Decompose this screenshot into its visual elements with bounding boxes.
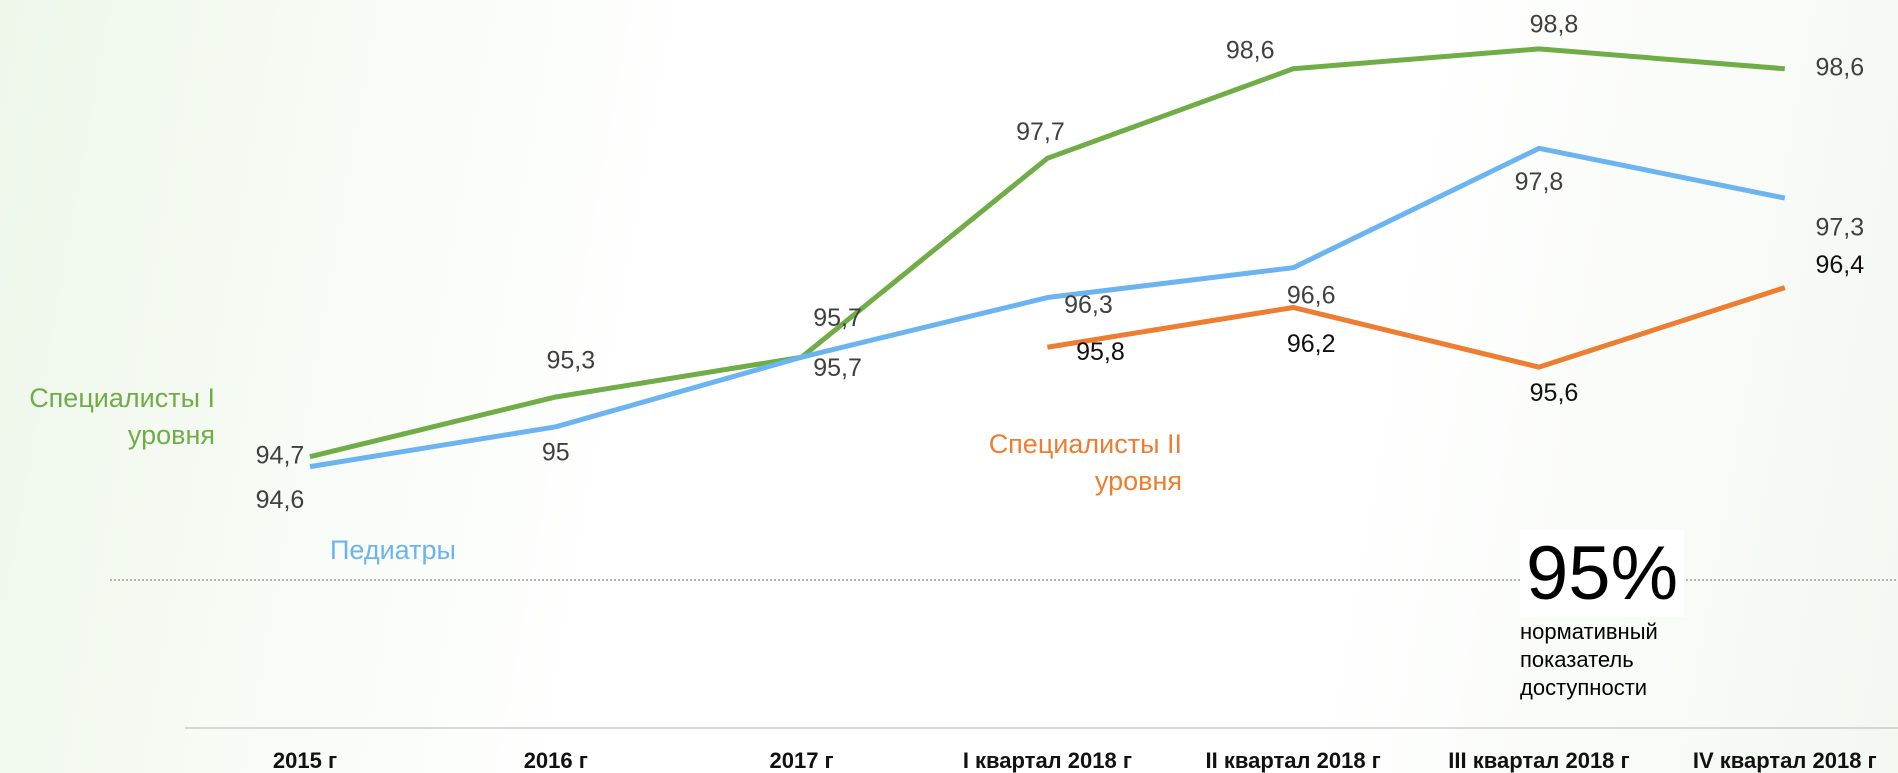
x-tick-label: 2017 г (769, 748, 833, 773)
x-tick-label: II квартал 2018 г (1206, 748, 1381, 773)
legend-entry: Специалисты I уровня (5, 380, 215, 454)
annotation-title: 95% (1520, 530, 1684, 617)
x-tick-label: 2016 г (524, 748, 588, 773)
series-line (1047, 288, 1784, 368)
legend-entry: Специалисты II уровня (972, 426, 1182, 500)
x-tick-label: 2015 г (273, 748, 337, 773)
data-label: 95,8 (1076, 338, 1125, 366)
data-label: 97,7 (1016, 118, 1065, 146)
annotation-text: нормативный показатель доступности (1520, 618, 1700, 702)
series-line (310, 148, 1785, 466)
data-label: 96,2 (1287, 330, 1336, 358)
data-label: 94,7 (256, 441, 305, 469)
data-label: 95,6 (1530, 379, 1579, 407)
data-label: 97,8 (1515, 168, 1564, 196)
data-label: 96,3 (1064, 291, 1113, 319)
legend-entry: Педиатры (330, 532, 530, 569)
data-label: 95,7 (813, 354, 862, 382)
data-label: 95,3 (546, 347, 595, 375)
data-label: 94,6 (256, 486, 305, 514)
data-label: 95,7 (813, 304, 862, 332)
x-tick-label: I квартал 2018 г (963, 748, 1132, 773)
page-body: 2015 г 2016 г 2017 г I квартал 2018 г II ква… (0, 0, 1898, 773)
data-label: 96,6 (1287, 281, 1336, 309)
data-label: 98,6 (1815, 53, 1864, 81)
data-label: 98,6 (1226, 36, 1275, 64)
data-label: 98,8 (1530, 11, 1579, 39)
x-tick-label: IV квартал 2018 г (1693, 748, 1877, 773)
data-label: 97,3 (1815, 214, 1864, 242)
data-label: 96,4 (1815, 251, 1864, 279)
x-tick-label: III квартал 2018 г (1448, 748, 1629, 773)
page: {"chart_data": { "type": "line", "catego… (0, 0, 1898, 773)
data-label: 95 (542, 438, 570, 466)
